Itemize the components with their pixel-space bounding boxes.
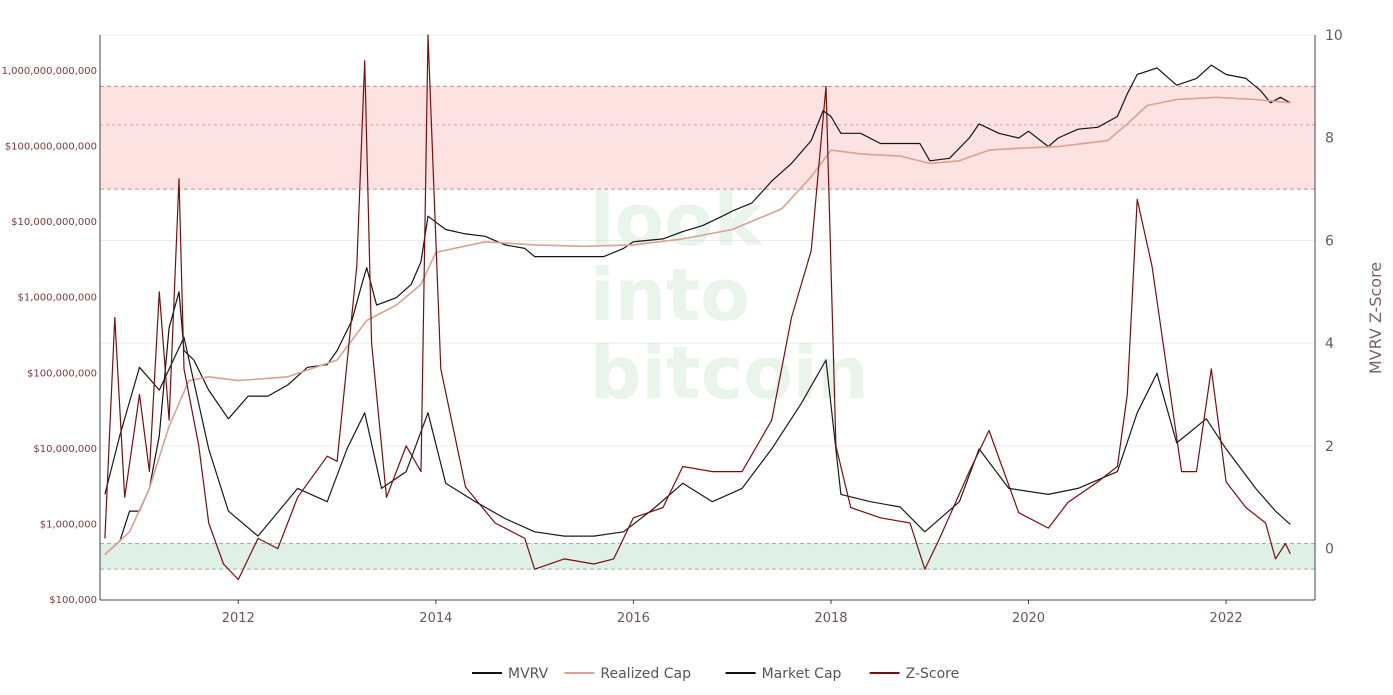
left-tick-label-4: $1,000,000,000 [17,293,97,304]
axes [99,35,1316,601]
x-tick-label-0: 2012 [222,611,255,626]
series-line-realized-cap [104,96,1291,556]
series-line-mvrv [104,336,1291,537]
right-axis-ticks: 0 2 4 6 8 10 [1325,28,1343,558]
left-tick-label-3: $100,000,000 [27,368,97,379]
legend-label-realized-cap: Realized Cap [600,666,691,682]
watermark-line-3: bitcoin [590,331,869,415]
left-tick-label-6: $100,000,000,000 [5,142,97,153]
left-tick-label-2: $10,000,000 [33,444,97,455]
series-line-market-cap [104,64,1291,555]
right-axis-title: MVRV Z-Score [1366,262,1385,374]
x-tick-label-2: 2016 [617,611,650,626]
left-tick-label-5: $10,000,000,000 [11,217,97,228]
right-tick-label-5: 10 [1325,28,1343,44]
x-axis-ticks: 2012 2014 2016 2018 2020 2022 [222,600,1243,626]
right-tick-label-0: 0 [1325,542,1334,558]
left-tick-label-0: $100,000 [49,595,97,606]
legend-label-mvrv: MVRV [508,666,549,682]
x-tick-label-5: 2022 [1210,611,1243,626]
x-tick-label-3: 2018 [814,611,847,626]
watermark: look into bitcoin [590,178,869,415]
legend: MVRV Realized Cap Market Cap Z-Score [472,666,959,682]
band-bottom [100,543,1315,570]
legend-label-z-score: Z-Score [906,666,960,682]
watermark-line-1: look [590,178,764,262]
watermark-line-2: into [590,253,750,337]
grid-lines [100,34,1315,550]
left-tick-label-7: 1,000,000,000,000 [2,66,97,77]
right-tick-label-2: 4 [1325,336,1334,352]
right-tick-label-1: 2 [1325,439,1334,455]
left-tick-label-1: $1,000,000 [40,519,97,530]
right-tick-label-3: 6 [1325,233,1334,249]
left-axis-ticks: $100,000 $1,000,000 $10,000,000 $100,000,00… [2,66,97,606]
legend-label-market-cap: Market Cap [762,666,842,682]
series-lines [104,34,1291,581]
series-line-z-score [104,34,1291,581]
x-tick-label-4: 2020 [1012,611,1045,626]
x-tick-label-1: 2014 [419,611,452,626]
right-tick-label-4: 8 [1325,131,1334,147]
